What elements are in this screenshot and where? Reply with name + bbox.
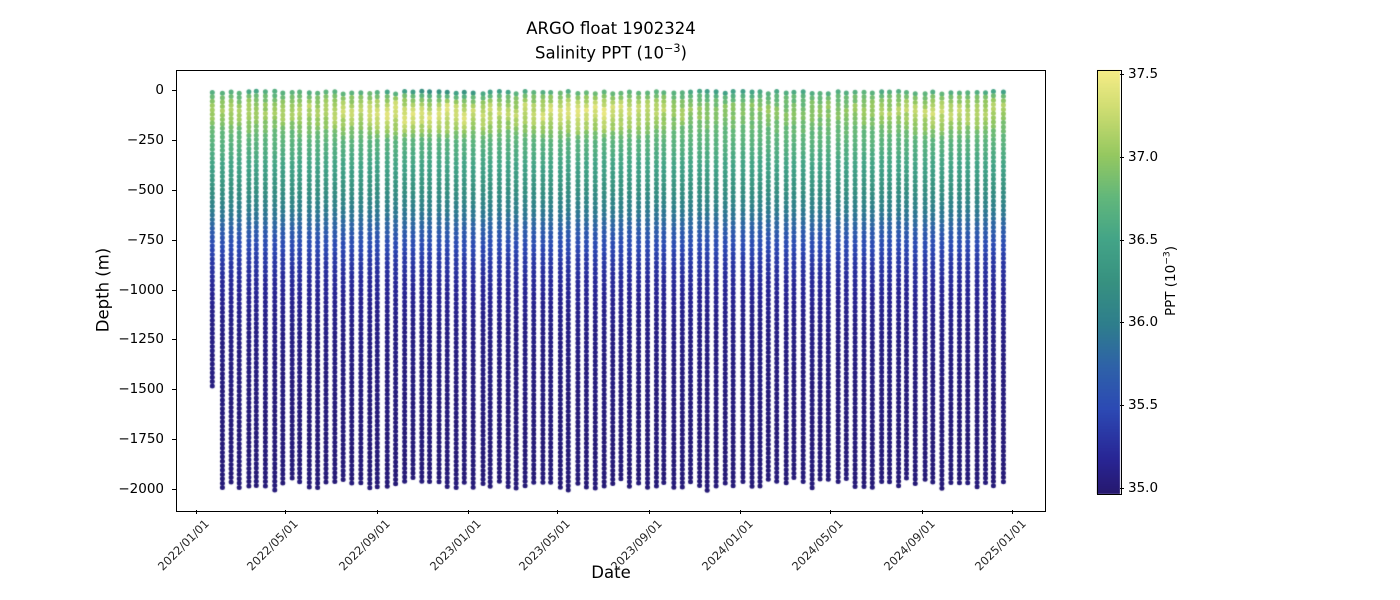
- y-tick-mark: [172, 289, 176, 291]
- x-tick-mark: [739, 510, 741, 514]
- subtitle-exponent: −3: [663, 42, 681, 55]
- y-tick-mark: [172, 189, 176, 191]
- chart-title: ARGO float 1902324: [526, 19, 696, 38]
- y-tick-mark: [172, 438, 176, 440]
- y-tick-label: −1500: [118, 381, 164, 398]
- colorbar-tick-mark: [1120, 157, 1124, 159]
- y-tick-label: −1750: [118, 430, 164, 447]
- y-tick-label: −1000: [118, 281, 164, 298]
- y-tick-mark: [172, 488, 176, 490]
- colorbar-label: PPT (10−3): [1161, 245, 1179, 317]
- y-tick-label: −500: [126, 181, 164, 198]
- colorbar-tick-label: 37.0: [1128, 149, 1159, 166]
- chart-subtitle: Salinity PPT (10−3): [535, 42, 687, 63]
- y-tick-label: −250: [126, 132, 164, 149]
- colorbar-tick-mark: [1120, 239, 1124, 241]
- colorbar-tick-label: 36.5: [1128, 231, 1159, 248]
- x-tick-mark: [648, 510, 650, 514]
- y-tick-mark: [172, 90, 176, 92]
- x-axis-label: Date: [591, 563, 631, 582]
- colorbar-tick-label: 36.0: [1128, 314, 1159, 331]
- y-tick-mark: [172, 239, 176, 241]
- y-tick-label: 0: [155, 82, 164, 99]
- x-tick-mark: [195, 510, 197, 514]
- colorbar-tick-label: 35.0: [1128, 479, 1159, 496]
- y-tick-label: −1250: [118, 331, 164, 348]
- colorbar-tick-mark: [1120, 404, 1124, 406]
- x-tick-mark: [376, 510, 378, 514]
- x-tick-mark: [285, 510, 287, 514]
- y-tick-label: −750: [126, 231, 164, 248]
- x-tick-mark: [1012, 510, 1014, 514]
- colorbar-tick-mark: [1120, 322, 1124, 324]
- y-tick-mark: [172, 389, 176, 391]
- x-tick-mark: [921, 510, 923, 514]
- x-tick-mark: [467, 510, 469, 514]
- y-tick-label: −2000: [118, 480, 164, 497]
- colorbar-tick-label: 37.5: [1128, 66, 1159, 83]
- colorbar-tick-label: 35.5: [1128, 396, 1159, 413]
- colorbar-tick-mark: [1120, 74, 1124, 76]
- colorbar-tick-mark: [1120, 487, 1124, 489]
- y-tick-mark: [172, 339, 176, 341]
- x-tick-mark: [557, 510, 559, 514]
- y-tick-mark: [172, 140, 176, 142]
- x-tick-mark: [829, 510, 831, 514]
- colorbar-label-exponent: −3: [1161, 251, 1173, 265]
